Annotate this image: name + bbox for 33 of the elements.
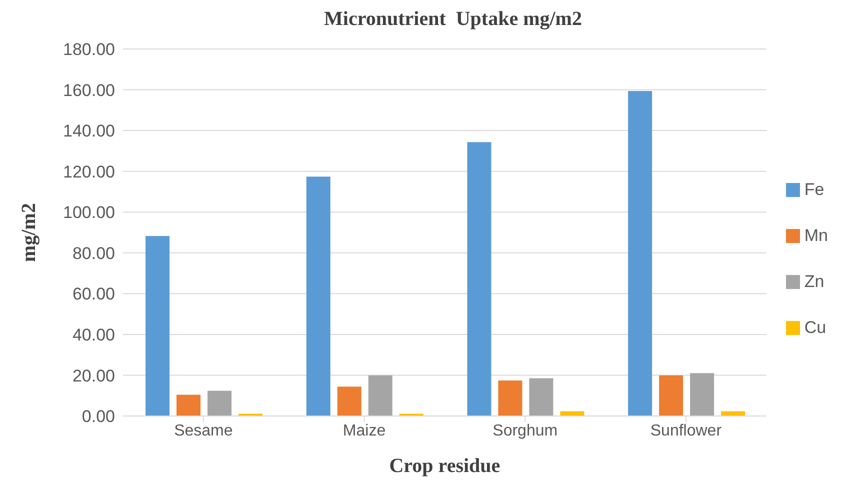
y-tick-label: 140.00 bbox=[63, 122, 115, 141]
y-tick-label: 20.00 bbox=[72, 366, 115, 386]
x-tick-label: Sorghum bbox=[492, 422, 558, 440]
bar bbox=[498, 380, 522, 416]
bar bbox=[146, 236, 170, 416]
legend-label: Zn bbox=[804, 272, 824, 290]
y-tick-label: 160.00 bbox=[63, 80, 115, 100]
legend-label: Fe bbox=[804, 180, 824, 198]
y-tick-label: 100.00 bbox=[63, 203, 115, 222]
y-axis-title: mg/m2 bbox=[18, 203, 40, 262]
chart-title: Micronutrient Uptake mg/m2 bbox=[323, 8, 583, 31]
x-tick-label: Sunflower bbox=[650, 422, 722, 440]
y-tick-label: 80.00 bbox=[72, 244, 115, 263]
bar bbox=[628, 91, 652, 416]
legend-label: Mn bbox=[804, 226, 828, 244]
x-tick-label: Sesame bbox=[174, 422, 233, 440]
bar bbox=[176, 394, 201, 416]
y-tick-label: 120.00 bbox=[63, 162, 115, 182]
y-tick-label: 180.00 bbox=[63, 40, 115, 60]
legend-label: Cu bbox=[804, 318, 826, 336]
bar bbox=[208, 390, 232, 416]
bar bbox=[467, 142, 492, 416]
x-axis-title: Crop residue bbox=[389, 455, 500, 477]
bar bbox=[337, 386, 362, 416]
y-tick-label: 60.00 bbox=[72, 284, 115, 304]
bar bbox=[368, 375, 392, 416]
bar bbox=[529, 378, 554, 416]
bar bbox=[306, 176, 330, 416]
bar bbox=[659, 375, 684, 416]
x-tick-label: Maize bbox=[342, 422, 386, 440]
bar bbox=[690, 373, 714, 416]
y-tick-label: 40.00 bbox=[72, 325, 115, 344]
y-tick-label: 0.00 bbox=[82, 407, 115, 426]
